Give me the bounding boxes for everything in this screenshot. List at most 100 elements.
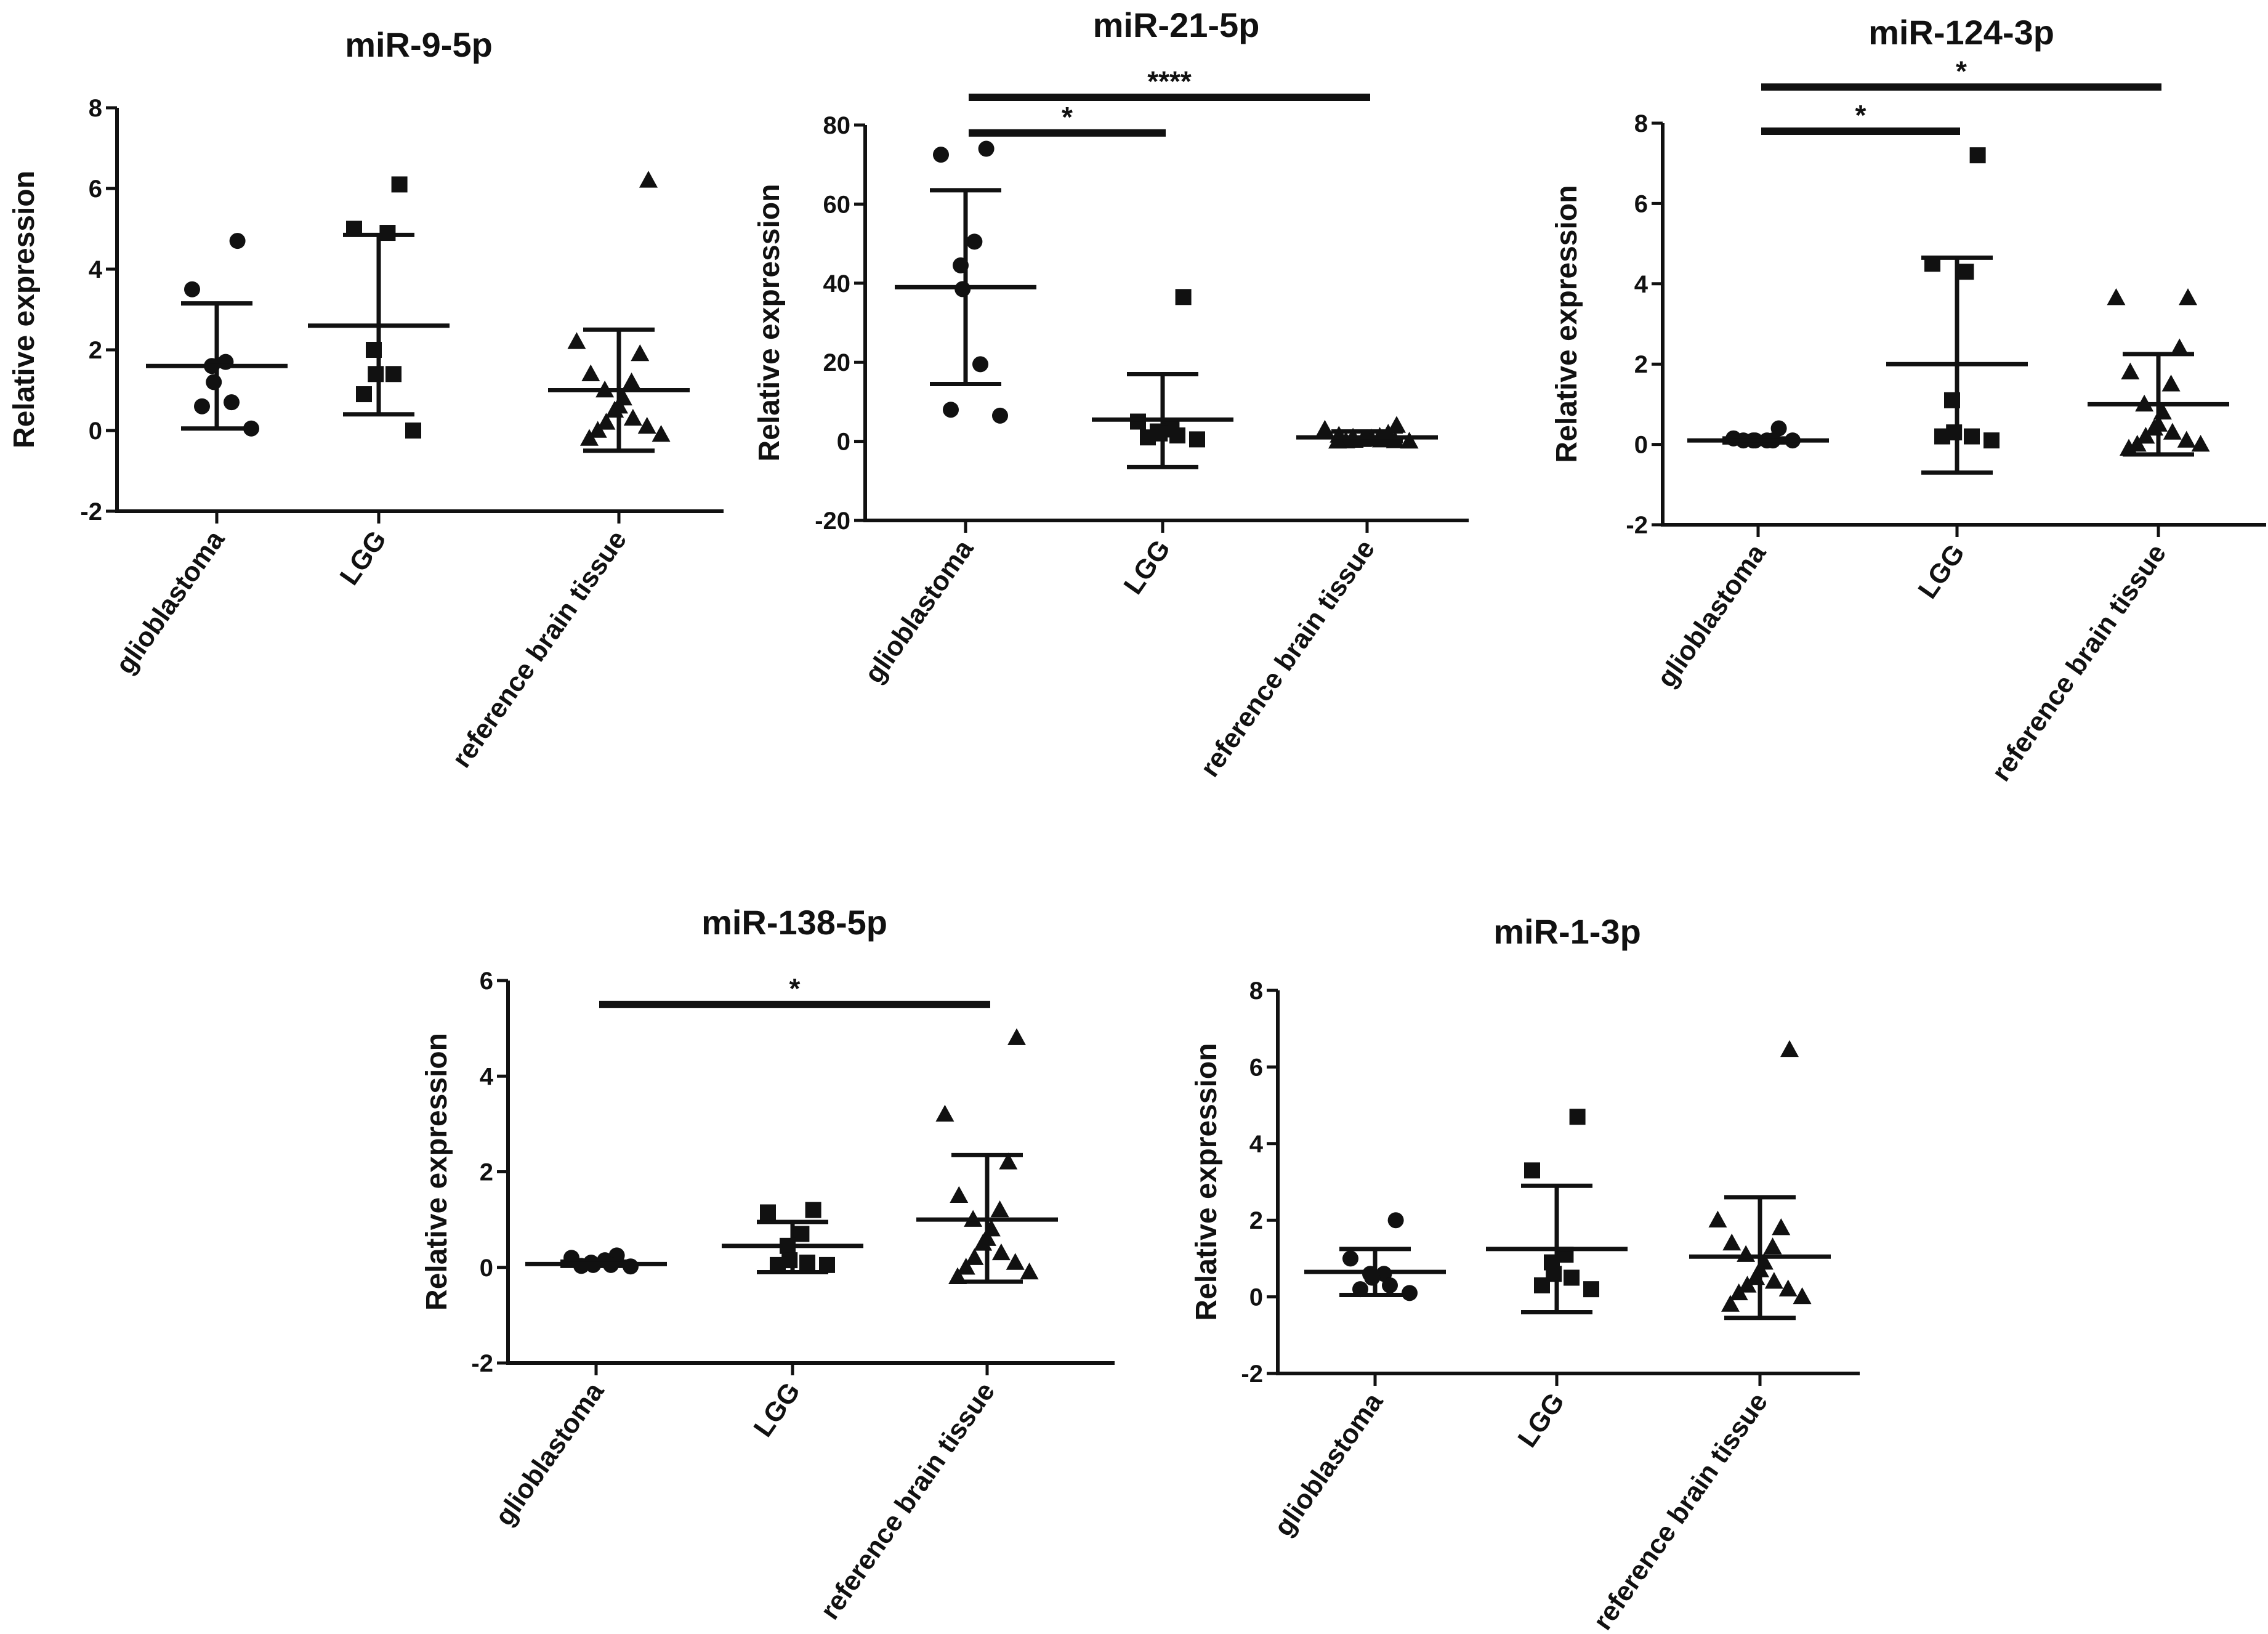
- y-axis-label: Relative expression: [8, 171, 41, 448]
- group-square: [1886, 147, 2028, 475]
- data-point: [1524, 1162, 1540, 1179]
- data-point: [1969, 147, 1986, 164]
- data-point: [935, 1104, 954, 1122]
- data-point: [1934, 428, 1950, 445]
- y-axis-label: Relative expression: [1551, 185, 1583, 463]
- data-point: [799, 1254, 815, 1271]
- y-tick-label: 4: [1634, 271, 1649, 298]
- y-tick-label: 80: [823, 112, 851, 139]
- data-point: [1569, 1109, 1586, 1125]
- data-point: [639, 171, 658, 188]
- y-tick-label: 8: [1249, 977, 1263, 1005]
- y-tick-label: -2: [1626, 512, 1648, 539]
- group-triangle: [1689, 1040, 1831, 1321]
- y-tick-label: 6: [1634, 190, 1648, 217]
- y-tick-label: 4: [1249, 1131, 1264, 1158]
- category-label: LGG: [334, 525, 392, 591]
- y-tick-label: -2: [1241, 1361, 1263, 1388]
- data-point: [1729, 1283, 1748, 1301]
- data-point: [1721, 1295, 1740, 1312]
- data-point: [1175, 289, 1192, 305]
- data-point: [1708, 1210, 1727, 1228]
- category-label: reference brain tissue: [446, 525, 632, 774]
- category-label: LGG: [748, 1377, 806, 1442]
- data-point: [770, 1256, 786, 1273]
- data-point: [368, 366, 384, 382]
- data-point: [1020, 1262, 1039, 1280]
- y-tick-label: -20: [815, 508, 850, 535]
- data-point: [966, 233, 983, 250]
- data-point: [1583, 1281, 1599, 1298]
- data-point: [379, 225, 396, 241]
- category-label: LGG: [1118, 535, 1176, 600]
- data-point: [1763, 1237, 1782, 1255]
- chart-title: miR-9-5p: [345, 25, 493, 64]
- y-tick-label: -2: [80, 498, 102, 525]
- data-point: [972, 356, 988, 373]
- category-label: LGG: [1912, 539, 1971, 604]
- group-square: [1092, 289, 1233, 469]
- data-point: [1944, 392, 1960, 408]
- data-point: [1770, 420, 1787, 437]
- y-tick-label: 6: [480, 968, 493, 995]
- y-tick-label: 6: [1249, 1054, 1263, 1081]
- data-point: [990, 1200, 1009, 1218]
- y-tick-label: 0: [837, 429, 850, 456]
- chart-panel: miR-1-3p -2 0 2 4 6 8 Relative expression gliobl…: [1190, 912, 1860, 1634]
- data-point: [366, 342, 382, 358]
- data-point: [948, 1267, 967, 1284]
- y-tick-label: 40: [823, 270, 851, 297]
- data-point: [224, 394, 240, 411]
- chart-panel: miR-9-5p -2 0 2 4 6 8 Relative expression gliobl…: [8, 25, 724, 773]
- significance-label: *: [1855, 99, 1866, 131]
- data-point: [956, 1258, 975, 1275]
- category-label: glioblastoma: [489, 1377, 610, 1531]
- data-point: [1328, 432, 1347, 449]
- data-point: [943, 402, 959, 418]
- data-point: [2163, 423, 2182, 440]
- chart-panel: miR-138-5p -2 0 2 4 6 Relative expression gliob…: [421, 903, 1115, 1625]
- y-tick-label: 0: [1249, 1284, 1263, 1311]
- data-point: [2120, 439, 2138, 456]
- group-circle: [1304, 1212, 1446, 1301]
- data-point: [978, 140, 995, 157]
- group-triangle: [548, 171, 690, 453]
- data-point: [229, 233, 246, 249]
- category-label: glioblastoma: [1268, 1387, 1389, 1542]
- data-point: [1387, 416, 1406, 433]
- data-point: [567, 332, 586, 349]
- chart-title: miR-21-5p: [1093, 6, 1260, 44]
- data-point: [2107, 288, 2126, 305]
- data-point: [184, 281, 200, 297]
- y-tick-label: 8: [89, 95, 102, 122]
- chart-panel: miR-21-5p -20 0 20 40 60 80 Relative expression…: [753, 6, 1469, 782]
- y-tick-label: 8: [1634, 110, 1648, 137]
- data-point: [2121, 362, 2140, 379]
- data-point: [1189, 431, 1205, 448]
- y-tick-label: 2: [480, 1159, 493, 1186]
- data-point: [597, 413, 616, 430]
- y-tick-label: 4: [480, 1063, 494, 1090]
- y-tick-label: 0: [1634, 432, 1648, 459]
- data-point: [953, 257, 969, 273]
- data-point: [194, 398, 210, 415]
- y-tick-label: 20: [823, 349, 851, 376]
- data-point: [760, 1204, 776, 1221]
- category-label: reference brain tissue: [1588, 1388, 1774, 1634]
- data-point: [405, 423, 421, 439]
- data-point: [637, 416, 656, 434]
- data-point: [1964, 428, 1980, 445]
- data-point: [346, 220, 362, 237]
- significance-label: *: [789, 973, 801, 1005]
- data-point: [1140, 429, 1156, 446]
- group-circle: [525, 1247, 667, 1275]
- data-point: [1352, 1281, 1368, 1298]
- chart-title: miR-1-3p: [1493, 912, 1641, 951]
- data-point: [793, 1226, 810, 1242]
- data-point: [2153, 402, 2172, 420]
- data-point: [1342, 1250, 1358, 1267]
- group-square: [722, 1202, 863, 1275]
- category-label: LGG: [1512, 1388, 1570, 1453]
- y-tick-label: -2: [471, 1350, 493, 1377]
- data-point: [1402, 1285, 1418, 1301]
